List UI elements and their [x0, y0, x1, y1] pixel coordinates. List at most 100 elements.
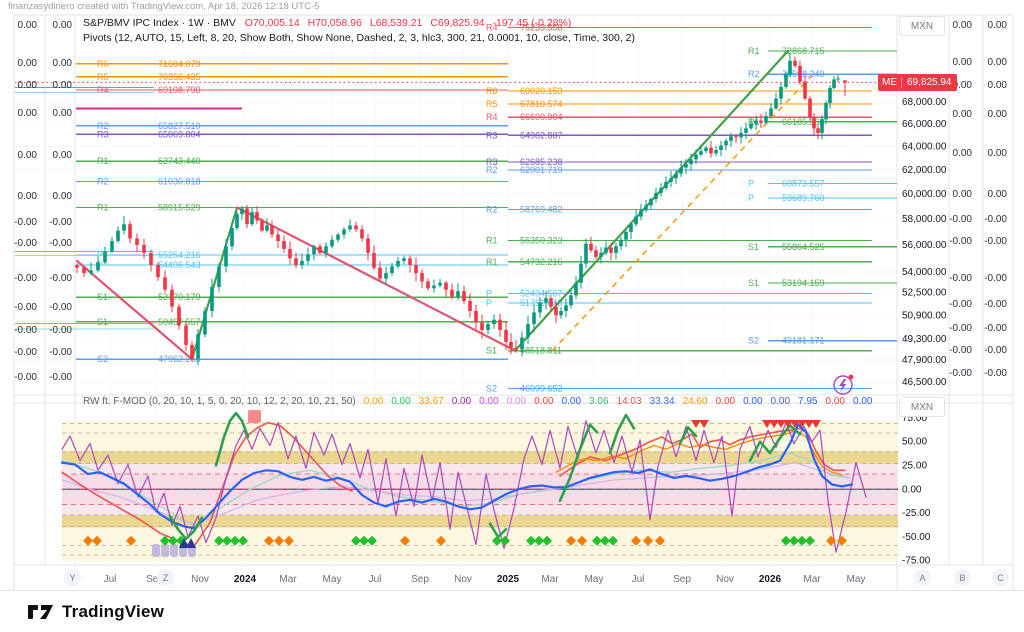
green-diamond-marker	[600, 535, 610, 546]
pivot-value: 54732.216	[520, 257, 563, 267]
time-tick: Mar	[541, 574, 559, 585]
candle-body	[699, 151, 703, 155]
pivot-label: R4	[486, 22, 498, 32]
green-diamond-marker	[367, 535, 377, 546]
candle-body	[224, 246, 228, 267]
candle-body	[504, 329, 508, 342]
axis-scale-button-C[interactable]: C	[992, 569, 1009, 586]
red-triangle-down-marker	[811, 420, 821, 428]
main-currency-button[interactable]: MXN	[899, 16, 945, 36]
time-tick: May	[323, 574, 342, 585]
open-label: O	[244, 17, 253, 29]
green-diamond-marker	[534, 535, 544, 546]
pivot-value: 67810.574	[520, 99, 563, 109]
red-triangle-down-marker	[762, 420, 772, 428]
pivot-value: 65827.510	[158, 121, 201, 131]
candle-body	[828, 87, 832, 103]
axis-scale-button-A[interactable]: A	[914, 569, 931, 586]
aux-scale-value: -0.00	[49, 372, 72, 383]
candle-body	[142, 244, 146, 253]
pivot-label: R2	[748, 69, 760, 79]
green-diamond-marker	[805, 535, 815, 546]
pivot-label: S2	[748, 336, 759, 346]
price-tick: 54,000.00	[902, 267, 947, 278]
pivot-value: 70598.249	[782, 69, 825, 79]
candle-body	[110, 241, 114, 252]
candle-body	[520, 337, 524, 350]
candle-body	[288, 248, 292, 259]
time-tick: Jul	[104, 574, 117, 585]
pivot-value: 55864.525	[782, 242, 825, 252]
candle-body	[240, 208, 244, 215]
aux-scale-value: -0.00	[14, 347, 37, 358]
candle-body	[514, 347, 518, 350]
pivot-label: R1	[486, 257, 498, 267]
candle-body	[659, 188, 663, 193]
candle-body	[594, 250, 598, 257]
low-value: 68,539.21	[375, 17, 423, 29]
pivot-label: R6	[97, 59, 109, 69]
red-triangle-down-marker	[790, 420, 800, 428]
indicator-status-value: 0.00	[561, 396, 582, 407]
boost-lightning-icon[interactable]	[833, 374, 854, 395]
price-tick: 60,000.00	[902, 189, 947, 200]
indicator-status-value: 7.95	[798, 396, 818, 407]
orange-diamond-marker	[400, 535, 410, 546]
pivot-value: 72868.715	[782, 46, 825, 56]
candle-body	[456, 291, 460, 297]
aux-scale-value: 0.00	[53, 108, 73, 119]
axis-scale-button-B[interactable]: B	[954, 569, 971, 586]
time-tick: Nov	[716, 574, 734, 585]
pivot-label: P	[748, 178, 754, 188]
indicator-status-value: 0.00	[391, 396, 411, 407]
candle-body	[390, 266, 394, 274]
indicator-currency-button[interactable]: MXN	[899, 397, 945, 417]
symbol-header: S&P/BMV IPC Index · 1W · BMV O70,005.14 …	[83, 17, 576, 29]
candle-body	[798, 65, 802, 82]
candle-body	[122, 224, 126, 231]
candle-body	[679, 167, 683, 174]
candle-body	[149, 252, 153, 265]
indicator-status-value: 0.00	[825, 396, 845, 407]
time-tick: Nov	[454, 574, 472, 585]
candle-body	[820, 119, 824, 133]
candle-body	[532, 312, 536, 325]
oscillator-band	[62, 451, 898, 464]
candle-body	[624, 231, 628, 240]
pivot-label: S1	[97, 292, 108, 302]
candle-body	[644, 205, 648, 211]
candle-body	[318, 246, 322, 253]
candle-body	[779, 86, 783, 99]
aux-scale-value: 0.00	[18, 58, 38, 69]
indicator-status-value: 0.00	[852, 396, 873, 407]
high-label: H	[307, 17, 316, 29]
pivot-value: 69108.790	[158, 85, 201, 95]
pivot-label: R2	[486, 204, 498, 214]
candle-body	[754, 120, 758, 124]
candle-body	[396, 260, 400, 267]
orange-diamond-marker	[566, 535, 576, 546]
oscillator-markers	[83, 410, 847, 557]
time-axis: Jul Sep Nov 2024 Mar May Jul Sep Nov 2025 Mar May Ju…	[104, 574, 866, 585]
pivot-value: 52434.567	[520, 288, 563, 298]
candle-body	[664, 181, 668, 189]
candle-body	[230, 228, 234, 247]
candle-body	[803, 81, 807, 99]
blue-triangle-up-marker	[186, 538, 196, 548]
aux-scale-value: -0.00	[984, 345, 1007, 356]
aux-scale-value: 0.00	[988, 148, 1008, 159]
axis-scale-button-Y[interactable]: Y	[64, 569, 81, 586]
candle-body	[704, 147, 708, 152]
aux-scale-value: 0.00	[988, 109, 1008, 120]
aux-scale-value: 0.00	[953, 80, 973, 91]
axis-scale-button-Z[interactable]: Z	[157, 569, 174, 586]
candles	[75, 52, 847, 365]
candle-body	[574, 282, 578, 296]
aux-scale-value: -0.00	[949, 236, 972, 247]
candle-body	[360, 229, 364, 239]
orange-diamond-marker	[264, 535, 274, 546]
lightning-bolt	[839, 379, 847, 392]
time-tick: 2025	[497, 574, 520, 585]
indicator-status-value: 0.00	[363, 396, 384, 407]
candle-body	[156, 264, 160, 278]
